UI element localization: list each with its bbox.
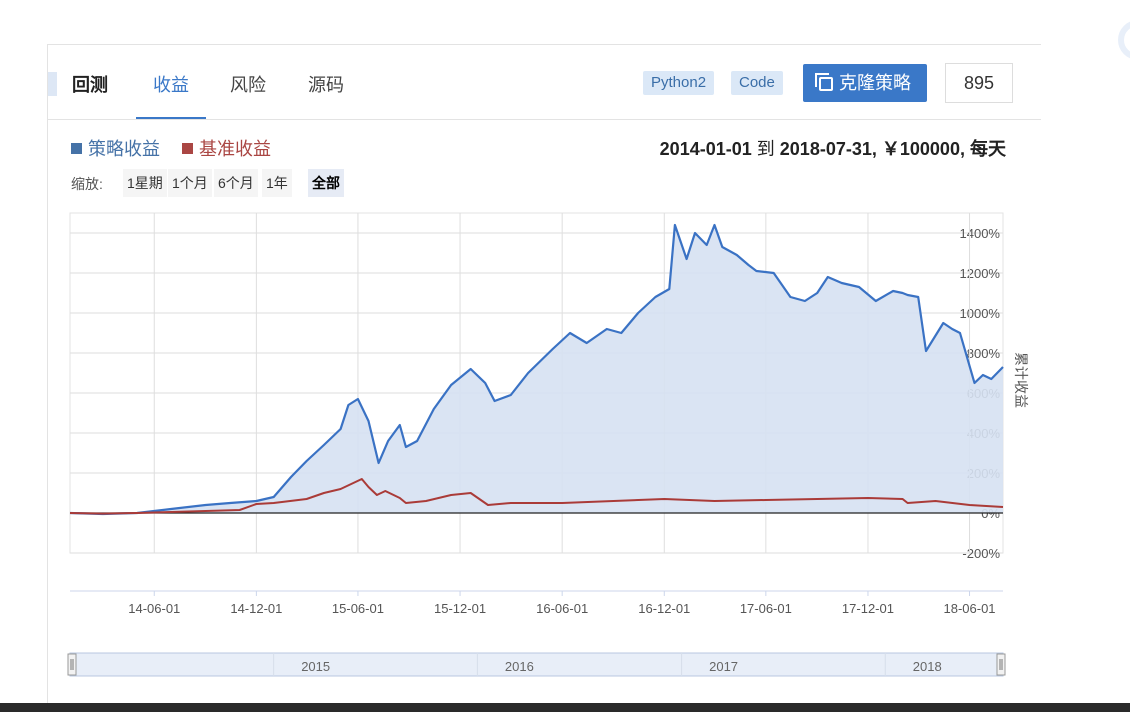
x-tick-label: 18-06-01 — [943, 601, 995, 616]
navigator-year-label: 2017 — [709, 659, 738, 674]
y-tick-label: 1000% — [960, 306, 1001, 321]
navigator-year-label: 2015 — [301, 659, 330, 674]
y-tick-label: 1200% — [960, 266, 1001, 281]
navigator-left-handle[interactable] — [68, 654, 76, 675]
navigator-right-handle[interactable] — [997, 654, 1005, 675]
bottom-edge — [0, 703, 1130, 712]
x-tick-label: 17-12-01 — [842, 601, 894, 616]
navigator-year-label: 2016 — [505, 659, 534, 674]
x-tick-label: 17-06-01 — [740, 601, 792, 616]
y-tick-label: 1400% — [960, 226, 1001, 241]
x-tick-label: 15-12-01 — [434, 601, 486, 616]
x-tick-label: 14-12-01 — [230, 601, 282, 616]
y-tick-label: -200% — [962, 546, 1000, 561]
navigator-year-label: 2018 — [913, 659, 942, 674]
y-tick-label: 800% — [967, 346, 1001, 361]
x-tick-label: 16-06-01 — [536, 601, 588, 616]
x-tick-label: 15-06-01 — [332, 601, 384, 616]
navigator-track — [70, 653, 1003, 676]
y-axis-title: 累计收益 — [1013, 352, 1029, 408]
x-tick-label: 14-06-01 — [128, 601, 180, 616]
x-tick-label: 16-12-01 — [638, 601, 690, 616]
